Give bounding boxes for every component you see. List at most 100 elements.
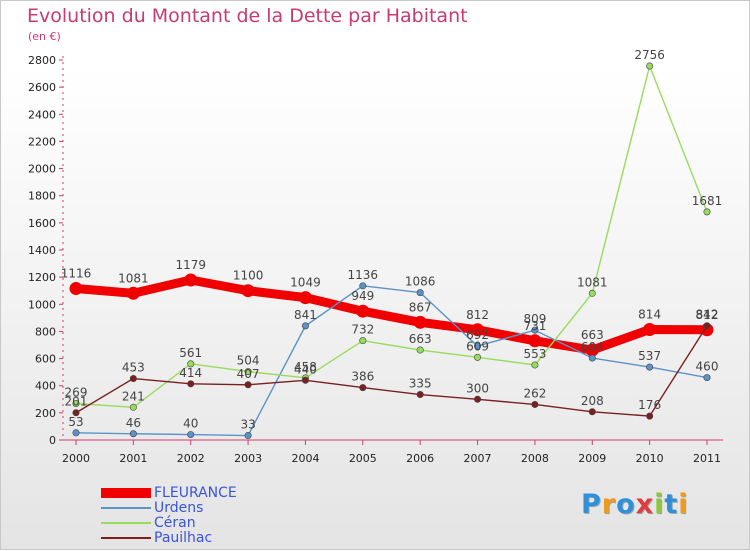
labels-c-ran: 269 241 561 504 458 732 663 609 553 1081 2756 1681 (65, 48, 723, 403)
y-tick-label: 800 (35, 325, 56, 338)
series-line (75, 325, 708, 417)
x-tick-label: 2001 (119, 452, 147, 465)
data-label: 537 (638, 349, 661, 363)
data-label: 453 (122, 361, 145, 375)
data-label: 269 (65, 385, 88, 399)
data-label: 2756 (634, 48, 665, 62)
data-point (471, 323, 485, 337)
data-point (646, 363, 654, 371)
y-tick-label: 2800 (28, 54, 56, 67)
x-tick-label: 2010 (636, 452, 664, 465)
data-label: 867 (409, 300, 432, 314)
data-point (72, 399, 80, 407)
data-label: 731 (523, 319, 546, 333)
x-tick-label: 2009 (578, 452, 606, 465)
y-tick-label: 600 (35, 353, 56, 366)
data-point (129, 375, 137, 383)
data-point (531, 361, 539, 369)
data-label: 1681 (692, 194, 723, 208)
data-point (244, 432, 252, 440)
data-point (359, 384, 367, 392)
legend-label: Pauilhac (154, 530, 213, 546)
data-label: 732 (351, 323, 374, 337)
data-label: 176 (638, 398, 661, 412)
data-label: 440 (294, 362, 317, 376)
data-point (703, 208, 711, 216)
y-tick-label: 400 (35, 380, 56, 393)
data-label: 460 (696, 360, 719, 374)
data-label: 46 (126, 416, 141, 430)
data-label: 604 (581, 340, 604, 354)
data-point (241, 284, 255, 298)
data-point (72, 409, 80, 417)
series-urdens (72, 282, 711, 440)
data-point (129, 430, 137, 438)
data-point (416, 346, 424, 354)
data-point (244, 368, 252, 376)
legend-swatch (101, 507, 151, 509)
data-label: 663 (581, 328, 604, 342)
data-label: 40 (183, 417, 198, 431)
data-point (413, 315, 427, 329)
legend-label: Urdens (154, 500, 204, 516)
data-label: 812 (696, 308, 719, 322)
x-tick-label: 2004 (291, 452, 319, 465)
data-point (588, 289, 596, 297)
logo-letter: r (601, 489, 617, 520)
data-label: 553 (523, 347, 546, 361)
series-fleurance (69, 273, 714, 357)
data-point (69, 282, 83, 296)
logo-letter: i (678, 489, 689, 520)
labels-fleurance: 1116 1081 1179 1100 1049 949 867 812 731 663 814 81… (61, 258, 719, 342)
data-label: 33 (240, 418, 255, 432)
data-point (244, 381, 252, 389)
data-point (474, 395, 482, 403)
legend-item: Urdens (101, 500, 301, 516)
y-tick-label: 1600 (28, 217, 56, 230)
logo-letter: x (635, 489, 655, 520)
data-point (72, 429, 80, 437)
data-point (416, 391, 424, 399)
data-label: 53 (68, 415, 83, 429)
series-line (71, 275, 712, 355)
data-point (187, 431, 195, 439)
data-label: 335 (409, 377, 432, 391)
series-pauilhac (72, 322, 711, 420)
x-tick-label: 2002 (177, 452, 205, 465)
data-point (703, 374, 711, 382)
data-point (301, 376, 309, 384)
data-point (359, 282, 367, 290)
data-label: 841 (294, 308, 317, 322)
data-point (184, 273, 198, 287)
data-label: 458 (294, 360, 317, 374)
data-label: 809 (523, 312, 546, 326)
x-tick-label: 2000 (62, 452, 90, 465)
data-label: 1086 (405, 275, 436, 289)
data-label: 1081 (118, 271, 149, 285)
proxiti-logo: Proxiti (581, 489, 689, 520)
data-label: 1179 (175, 258, 206, 272)
data-label: 1100 (233, 269, 264, 283)
data-point (474, 342, 482, 350)
series-line (75, 65, 708, 408)
y-tick-label: 200 (35, 407, 56, 420)
data-point (359, 337, 367, 345)
logo-letter: P (581, 489, 602, 520)
data-point (646, 62, 654, 70)
data-point (298, 291, 312, 305)
data-point (588, 354, 596, 362)
data-label: 1081 (577, 275, 608, 289)
chart-subtitle: (en €) (28, 30, 61, 43)
y-tick-label: 0 (49, 434, 56, 447)
legend-swatch (101, 488, 151, 498)
chart-title: Evolution du Montant de la Dette par Hab… (27, 5, 468, 27)
data-point (531, 400, 539, 408)
data-label: 201 (65, 395, 88, 409)
legend-item: FLEURANCE (101, 485, 301, 501)
data-label: 561 (179, 346, 202, 360)
data-point (588, 408, 596, 416)
y-tick-label: 1200 (28, 271, 56, 284)
data-label: 407 (237, 367, 260, 381)
data-label: 1136 (348, 268, 379, 282)
